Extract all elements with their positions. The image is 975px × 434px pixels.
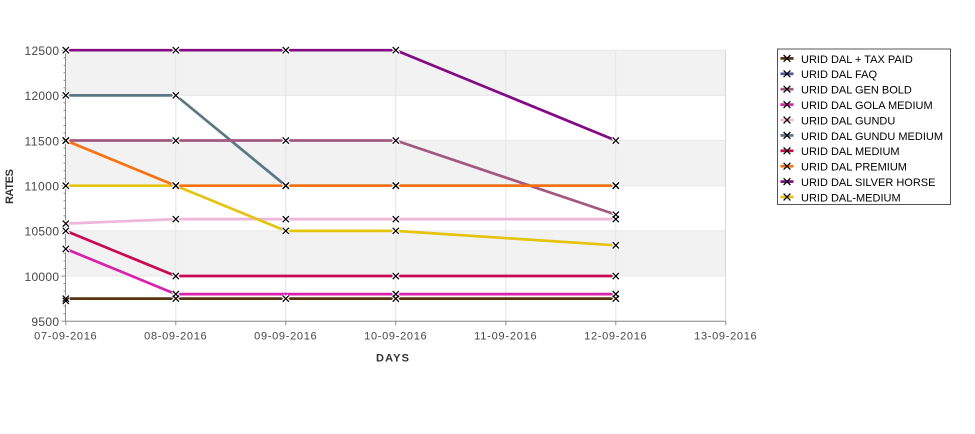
svg-text:10500: 10500	[25, 225, 60, 239]
svg-text:08-09-2016: 08-09-2016	[144, 331, 207, 343]
svg-text:URID DAL GEN BOLD: URID DAL GEN BOLD	[801, 85, 912, 97]
svg-text:11500: 11500	[25, 134, 60, 148]
svg-text:10-09-2016: 10-09-2016	[364, 331, 427, 343]
svg-text:11000: 11000	[25, 180, 60, 194]
svg-text:URID DAL GUNDU: URID DAL GUNDU	[801, 115, 895, 127]
svg-text:URID DAL + TAX PAID: URID DAL + TAX PAID	[801, 54, 913, 66]
svg-text:12000: 12000	[25, 89, 60, 103]
svg-text:11-09-2016: 11-09-2016	[474, 331, 537, 343]
svg-text:URID DAL FAQ: URID DAL FAQ	[801, 69, 877, 81]
svg-text:DAYS: DAYS	[376, 353, 409, 365]
svg-text:URID DAL GOLA MEDIUM: URID DAL GOLA MEDIUM	[801, 100, 933, 112]
svg-text:07-09-2016: 07-09-2016	[34, 331, 97, 343]
svg-text:URID DAL PREMIUM: URID DAL PREMIUM	[801, 162, 907, 174]
svg-text:URID DAL SILVER HORSE: URID DAL SILVER HORSE	[801, 177, 935, 189]
svg-text:9500: 9500	[31, 315, 59, 329]
svg-text:12-09-2016: 12-09-2016	[584, 331, 647, 343]
svg-text:10000: 10000	[25, 270, 60, 284]
svg-text:09-09-2016: 09-09-2016	[254, 331, 317, 343]
svg-text:RATES: RATES	[4, 169, 16, 204]
svg-text:13-09-2016: 13-09-2016	[694, 331, 757, 343]
svg-text:URID DAL GUNDU MEDIUM: URID DAL GUNDU MEDIUM	[801, 131, 943, 143]
svg-text:URID DAL-MEDIUM: URID DAL-MEDIUM	[801, 192, 901, 204]
svg-text:URID DAL MEDIUM: URID DAL MEDIUM	[801, 146, 900, 158]
svg-text:12500: 12500	[25, 44, 60, 58]
